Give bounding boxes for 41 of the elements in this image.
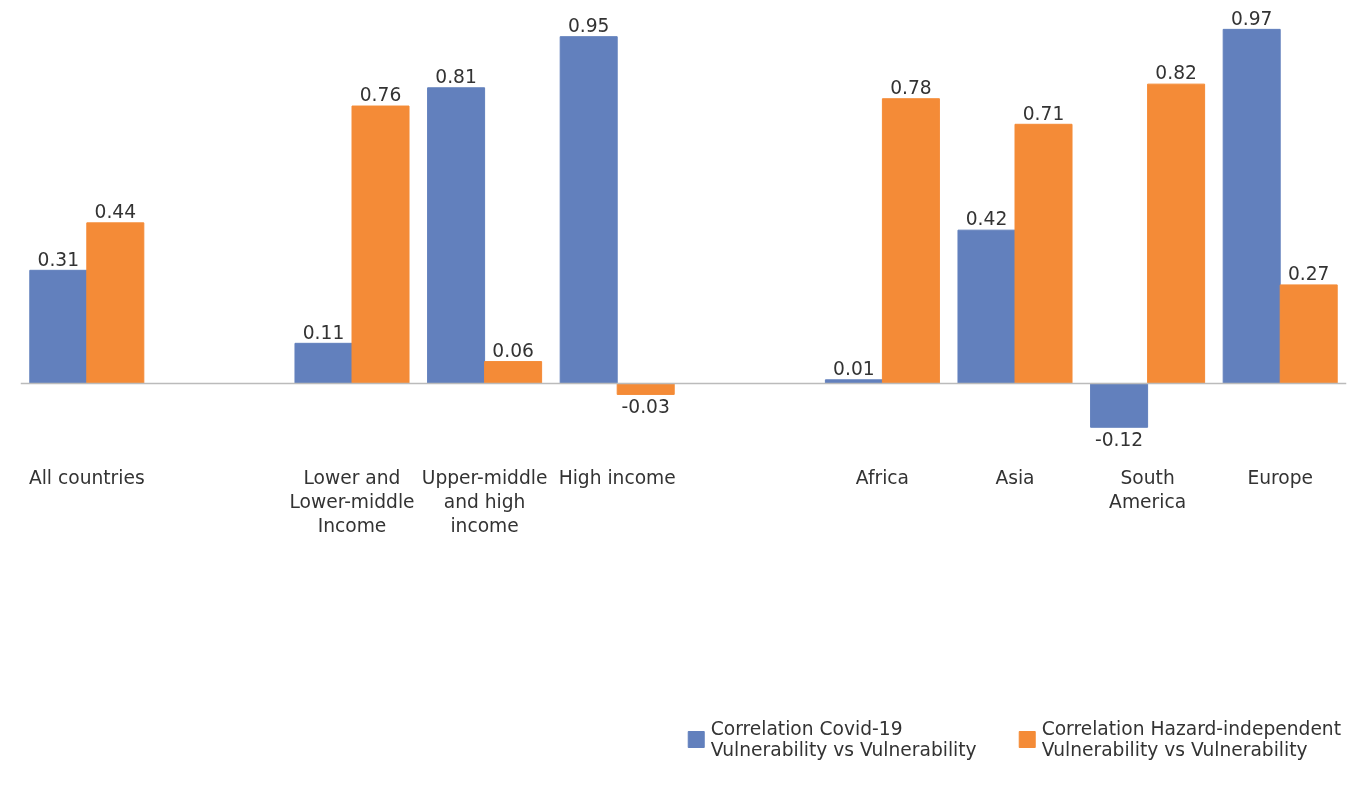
x-tick-label: Africa (855, 467, 910, 489)
data-label: 0.01 (833, 358, 875, 380)
bar (29, 269, 88, 384)
data-label: 0.31 (37, 248, 80, 270)
data-label: 0.71 (1022, 102, 1065, 124)
bar (1147, 83, 1206, 384)
data-label: 0.81 (435, 66, 477, 88)
data-label: 0.44 (94, 201, 137, 223)
bar (881, 98, 940, 384)
data-label: 0.06 (492, 339, 534, 361)
bar (427, 87, 486, 384)
x-tick-label: High income (558, 467, 676, 489)
legend-label: Correlation Hazard-independent Vulnerability vs Vulnerability (1041, 718, 1341, 760)
data-label: 0.95 (567, 14, 610, 36)
data-label: 0.78 (890, 76, 932, 98)
data-label: -0.12 (1094, 429, 1144, 451)
bar (1090, 382, 1149, 428)
bar (351, 105, 410, 384)
x-tick-label: Upper-middle and high income (421, 467, 548, 537)
bar (559, 36, 618, 384)
data-label: -0.03 (621, 396, 670, 418)
x-tick-label: Europe (1247, 467, 1314, 489)
bar (1222, 28, 1281, 384)
x-tick-label: Asia (995, 467, 1035, 489)
data-label: 0.97 (1230, 7, 1273, 29)
bar (957, 229, 1016, 384)
bar (484, 361, 543, 384)
data-label: 0.11 (302, 321, 345, 343)
bar (86, 222, 145, 384)
x-tick-label: Lower and Lower-middle Income (289, 467, 415, 537)
data-label: 0.27 (1287, 263, 1330, 285)
bar (1279, 284, 1338, 384)
bar (616, 382, 675, 395)
x-tick-label: All countries (28, 467, 145, 489)
x-tick-label: South America (1109, 467, 1187, 513)
data-label: 0.76 (359, 84, 402, 106)
legend-label: Correlation Covid-19 Vulnerability vs Vulnerability (710, 718, 977, 760)
data-label: 0.82 (1155, 62, 1197, 84)
data-label: 0.42 (965, 208, 1008, 230)
bar (1014, 123, 1073, 384)
bar (294, 342, 353, 384)
